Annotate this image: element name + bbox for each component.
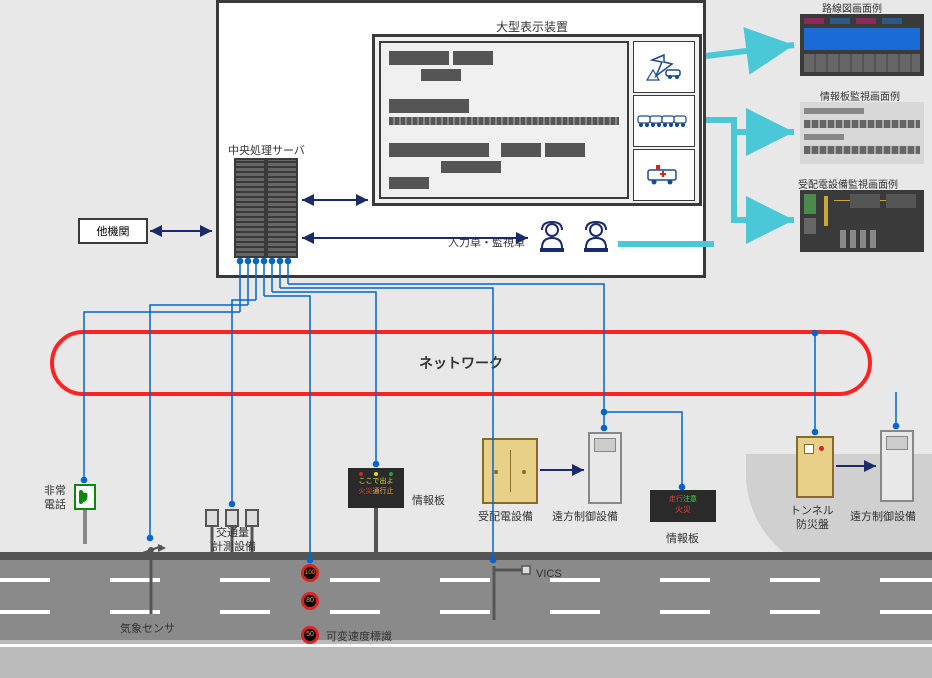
- traffic-icon: [633, 95, 695, 147]
- network-label: ネットワーク: [419, 353, 503, 373]
- other-org-box: 他機関: [78, 218, 148, 244]
- diagram-canvas: 大型表示装置: [0, 0, 932, 678]
- operator-icon: [534, 220, 570, 256]
- vics-label: VICS: [536, 568, 562, 580]
- large-display: [372, 34, 702, 206]
- info-board2-label: 情報板: [666, 530, 699, 546]
- vics-antenna: [484, 562, 534, 627]
- weather-sensor-label: 気象センサ: [120, 620, 175, 636]
- ambulance-icon: [633, 149, 695, 201]
- sample-route-label: 路線図画面例: [822, 0, 882, 15]
- info-board-label: 情報板: [412, 492, 445, 508]
- speed-sign-80: 80: [301, 592, 319, 610]
- remote-cabinet-2: [880, 430, 914, 502]
- speed-sign-100: 100: [301, 564, 319, 582]
- sample-info-label: 情報板監視画面例: [820, 88, 900, 103]
- var-speed-label: 可変速度標識: [326, 628, 392, 644]
- power-cabinet: [482, 438, 538, 504]
- tunnel-panel-label2: 防災盤: [796, 516, 829, 532]
- weather-sensor: [136, 540, 166, 619]
- sample-screen-power: [800, 190, 924, 252]
- traffic-label2: 計測設備: [212, 538, 256, 554]
- sample-power-label: 受配電設備監視画面例: [798, 176, 898, 191]
- emergency-phone: [74, 484, 96, 544]
- remote-cabinet-1: [588, 432, 622, 504]
- tunnel-panel: [796, 436, 834, 498]
- accident-icon: [633, 41, 695, 93]
- sample-screen-route: [800, 14, 924, 76]
- remote-ctrl-label: 遠方制御設備: [552, 508, 618, 524]
- console-label: 入力卓・監視卓: [448, 234, 525, 250]
- power-dist-label: 受配電設備: [478, 508, 533, 524]
- info-board-1: ここで出よ 火災通行止: [348, 468, 404, 508]
- operator-icon: [578, 220, 614, 256]
- speed-sign-50: 50: [301, 626, 319, 644]
- info-board-2: 走行注意 火災: [650, 490, 716, 522]
- central-server-label: 中央処理サーバ: [228, 142, 305, 158]
- network-ring: ネットワーク: [50, 330, 872, 396]
- sample-screen-info: [800, 102, 924, 164]
- large-display-label: 大型表示装置: [496, 18, 568, 35]
- remote-ctrl2-label: 遠方制御設備: [850, 508, 916, 524]
- phone-label2: 電話: [44, 496, 66, 512]
- server-rack: [234, 158, 298, 258]
